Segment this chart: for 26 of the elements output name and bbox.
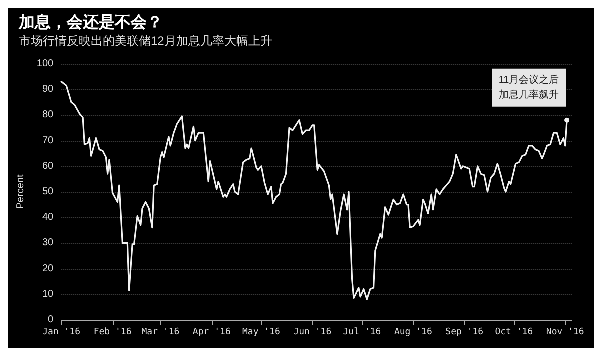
x-tick-label: Feb '16 <box>94 328 132 338</box>
y-tick-label: 10 <box>42 288 54 300</box>
x-tick-label: Oct '16 <box>495 328 534 338</box>
annotation: 11月会议之后加息几率飙升 <box>498 74 560 101</box>
x-tick-label: Nov '16 <box>546 328 584 338</box>
x-tick-label: Jun '16 <box>294 328 332 338</box>
y-tick-label: 70 <box>42 135 54 146</box>
x-tick-label: Jul '16 <box>343 328 382 338</box>
y-tick-label: 50 <box>42 186 54 198</box>
y-tick-label: 20 <box>42 263 54 274</box>
y-tick-label: 60 <box>42 160 54 172</box>
x-tick-label: Jan '16 <box>42 328 81 338</box>
chart-title: 加息，会还是不会？ <box>18 14 163 32</box>
x-tick-label: May '16 <box>242 328 280 338</box>
y-tick-label: 30 <box>42 238 54 249</box>
y-tick-label: 90 <box>42 84 54 96</box>
x-tick-label: Mar '16 <box>142 328 180 338</box>
x-tick-label: Apr '16 <box>192 328 231 338</box>
y-tick-label: 40 <box>42 212 54 224</box>
y-tick-label: 80 <box>42 110 54 121</box>
y-axis-title: Percent <box>16 174 26 210</box>
x-tick-label: Aug '16 <box>394 328 432 338</box>
x-tick-label: Sep '16 <box>446 328 484 338</box>
y-tick-label: 0 <box>48 314 54 326</box>
chart-subtitle: 市场行情反映出的美联储12月加息几率大幅上升 <box>19 34 272 48</box>
y-tick-label: 100 <box>36 58 54 70</box>
